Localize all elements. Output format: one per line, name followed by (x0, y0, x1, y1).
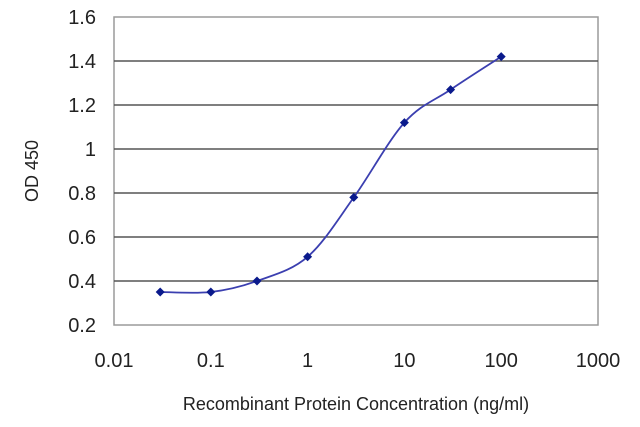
x-axis-title: Recombinant Protein Concentration (ng/ml… (183, 394, 529, 414)
y-tick-label: 0.8 (68, 183, 96, 205)
y-tick-label: 1 (85, 139, 96, 161)
data-point-marker (399, 118, 409, 128)
x-axis-ticks: 0.01 0.1 1 10 100 1000 (95, 350, 621, 372)
x-tick-label: 0.01 (95, 350, 134, 372)
data-point-marker (206, 287, 216, 297)
data-point-marker (155, 287, 165, 297)
y-tick-label: 1.6 (68, 7, 96, 29)
y-axis-title: OD 450 (22, 140, 42, 202)
x-tick-label: 100 (485, 350, 518, 372)
series-line (160, 55, 502, 294)
data-point-marker (303, 252, 313, 262)
data-point-marker (252, 276, 262, 286)
x-tick-label: 0.1 (197, 350, 225, 372)
x-tick-label: 1 (302, 350, 313, 372)
x-tick-label: 10 (393, 350, 415, 372)
data-point-marker (496, 52, 506, 62)
data-point-marker (349, 192, 359, 202)
y-tick-label: 1.2 (68, 95, 96, 117)
y-tick-label: 0.2 (68, 315, 96, 337)
y-tick-label: 0.6 (68, 227, 96, 249)
series-layer (155, 52, 506, 297)
y-axis-ticks: 0.2 0.4 0.6 0.8 1 1.2 1.4 1.6 (68, 7, 96, 337)
y-tick-label: 1.4 (68, 51, 96, 73)
x-tick-label: 1000 (576, 350, 621, 372)
y-tick-label: 0.4 (68, 271, 96, 293)
plot-area (113, 16, 599, 326)
data-point-marker (446, 85, 456, 95)
